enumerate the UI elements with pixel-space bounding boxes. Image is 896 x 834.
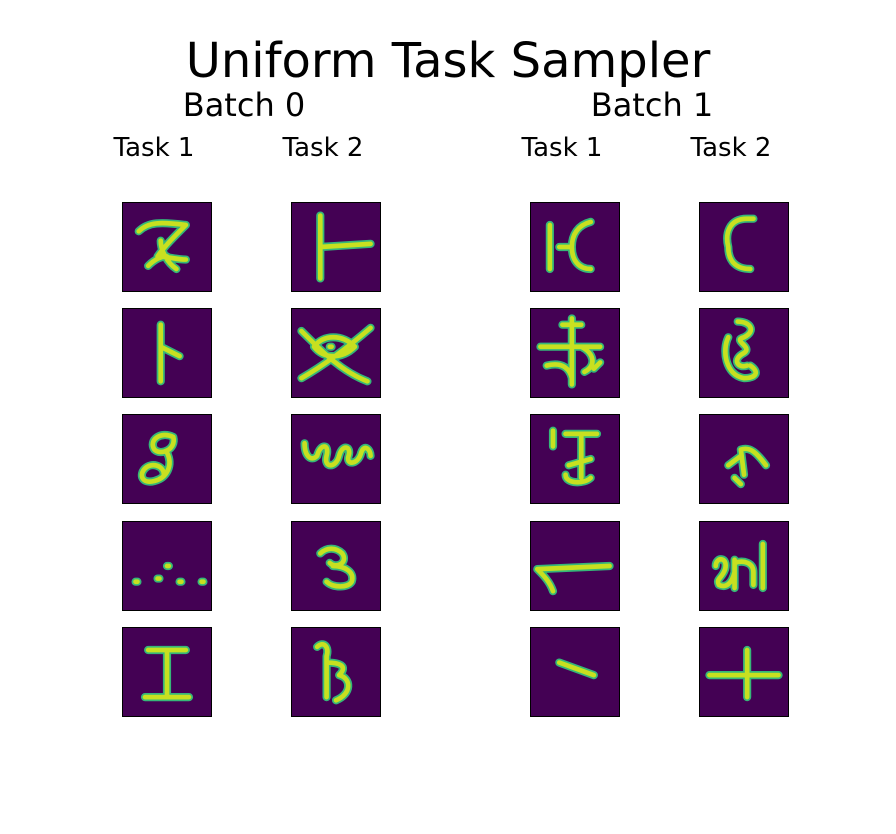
slash-glyph bbox=[555, 658, 598, 680]
sample-image-b0-t1-r3 bbox=[122, 414, 212, 504]
sample-image-b1-t1-r2 bbox=[530, 308, 620, 398]
sample-image-b1-t1-r1 bbox=[530, 202, 620, 292]
squiggle-glyph bbox=[721, 317, 760, 383]
batch-1-task-2-label: Task 2 bbox=[690, 133, 772, 163]
sample-image-b0-t2-r4 bbox=[291, 521, 381, 611]
sample-image-b0-t1-r4 bbox=[122, 521, 212, 611]
chevron-glyph bbox=[724, 444, 771, 489]
sample-image-b1-t1-r3 bbox=[530, 414, 620, 504]
sample-image-b0-t2-r2 bbox=[291, 308, 381, 398]
t-bar-glyph bbox=[316, 211, 375, 283]
sample-image-b0-t2-r5 bbox=[291, 627, 381, 717]
crossed-loops-glyph bbox=[297, 323, 375, 386]
loop-m-glyph bbox=[711, 539, 767, 593]
hook-line-glyph bbox=[533, 561, 614, 596]
batch-0-task-2-label: Task 2 bbox=[282, 133, 364, 163]
sample-image-b1-t1-r5 bbox=[530, 627, 620, 717]
crossed-hook-glyph bbox=[536, 314, 605, 389]
c-glyph bbox=[723, 214, 758, 274]
sample-image-b0-t2-r1 bbox=[291, 202, 381, 292]
sample-image-b0-t1-r5 bbox=[122, 627, 212, 717]
sample-image-b1-t2-r1 bbox=[699, 202, 789, 292]
coil-glyph bbox=[300, 439, 375, 470]
hook-b-glyph bbox=[313, 640, 353, 705]
batch-1-label: Batch 1 bbox=[590, 86, 714, 124]
sample-image-b1-t2-r3 bbox=[699, 414, 789, 504]
batch-0-task-1-label: Task 1 bbox=[113, 133, 195, 163]
sample-image-b0-t1-r1 bbox=[122, 202, 212, 292]
swirl-glyph bbox=[316, 544, 357, 591]
sample-image-b1-t2-r2 bbox=[699, 308, 789, 398]
flag-glyph bbox=[156, 320, 184, 386]
batch-1-task-1-label: Task 1 bbox=[521, 133, 603, 163]
i-beam-glyph bbox=[140, 645, 194, 702]
sample-image-b1-t2-r4 bbox=[699, 521, 789, 611]
serif-i-glyph bbox=[548, 426, 602, 487]
sample-image-b0-t1-r2 bbox=[122, 308, 212, 398]
sample-image-b0-t2-r3 bbox=[291, 414, 381, 504]
dots-glyph bbox=[131, 561, 208, 586]
curly-z-glyph bbox=[134, 219, 190, 274]
batch-0-label: Batch 0 bbox=[182, 86, 306, 124]
loop-nine-glyph bbox=[137, 430, 178, 486]
figure-title: Uniform Task Sampler bbox=[185, 33, 711, 89]
bar-c-glyph bbox=[545, 217, 595, 274]
cross-glyph bbox=[705, 645, 783, 702]
sample-image-b1-t2-r5 bbox=[699, 627, 789, 717]
sample-image-b1-t1-r4 bbox=[530, 521, 620, 611]
